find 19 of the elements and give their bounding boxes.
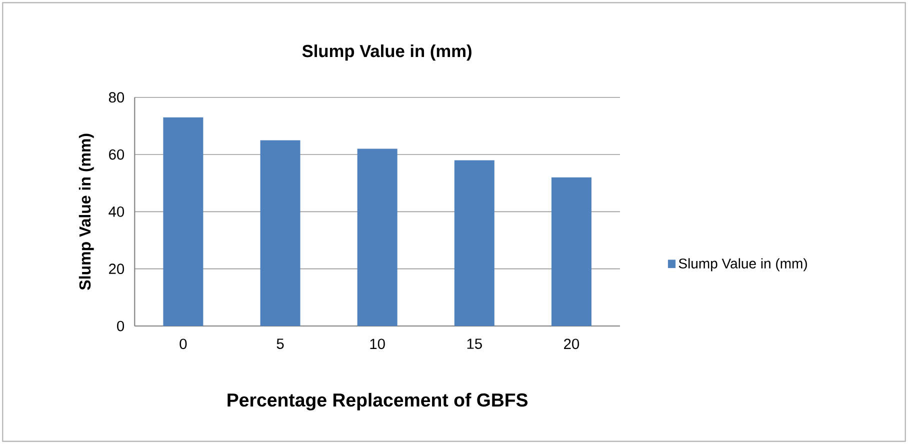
y-tick-label: 40 bbox=[108, 206, 124, 217]
bar bbox=[260, 140, 300, 326]
x-tick-label: 10 bbox=[370, 338, 385, 350]
y-tick-label: 80 bbox=[108, 92, 124, 103]
y-tick-label: 20 bbox=[109, 264, 124, 274]
bar bbox=[454, 160, 494, 326]
x-axis-title: Percentage Replacement of GBFS bbox=[228, 392, 528, 410]
x-tick-label: 20 bbox=[564, 338, 580, 350]
chart-title: Slump Value in (mm) bbox=[302, 44, 472, 61]
y-tick-label: 0 bbox=[117, 320, 124, 332]
x-tick-label: 0 bbox=[180, 338, 187, 350]
bar bbox=[357, 148, 398, 326]
legend-label: Slump Value in (mm) bbox=[678, 258, 807, 272]
y-tick-label: 60 bbox=[109, 149, 124, 160]
y-axis-title: Slump Value in (mm) bbox=[78, 134, 94, 290]
x-tick-label: 5 bbox=[276, 338, 284, 349]
bar bbox=[163, 117, 204, 326]
bar bbox=[551, 177, 592, 326]
x-tick-label: 15 bbox=[467, 338, 482, 349]
